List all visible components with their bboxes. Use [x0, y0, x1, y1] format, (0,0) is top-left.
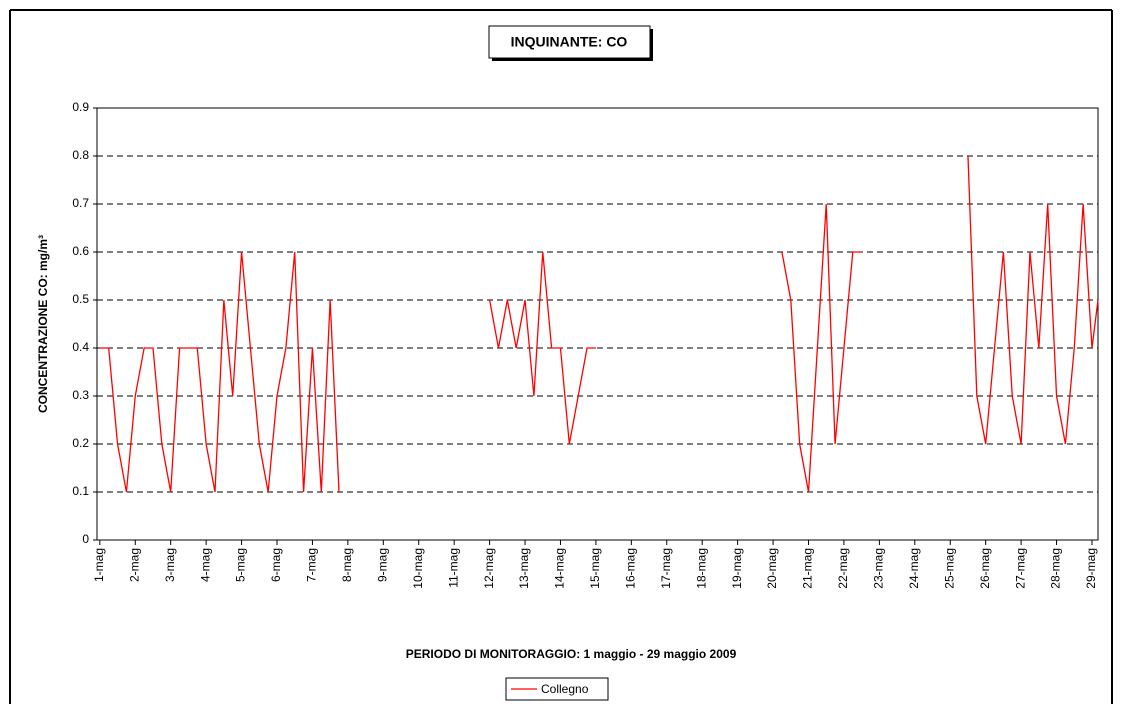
- x-tick-label: 10-mag: [411, 548, 425, 589]
- chart-title: INQUINANTE: CO: [511, 34, 628, 50]
- x-tick-label: 3-mag: [163, 548, 177, 582]
- x-tick-label: 15-mag: [588, 548, 602, 589]
- y-tick-label: 0.9: [72, 100, 89, 114]
- x-tick-label: 6-mag: [269, 548, 283, 582]
- x-tick-label: 13-mag: [517, 548, 531, 589]
- title-box: [488, 25, 651, 59]
- y-tick-label: 0.2: [72, 436, 89, 450]
- y-tick-label: 0.1: [72, 484, 89, 498]
- x-tick-label: 2-mag: [127, 548, 141, 582]
- x-axis-label: PERIODO DI MONITORAGGIO: 1 maggio - 29 m…: [406, 647, 737, 661]
- legend-box: [505, 677, 609, 701]
- x-tick-label: 19-mag: [730, 548, 744, 589]
- y-tick-label: 0.6: [72, 244, 89, 258]
- y-tick-label: 0.7: [72, 196, 89, 210]
- x-tick-label: 22-mag: [836, 548, 850, 589]
- x-tick-label: 9-mag: [375, 548, 389, 582]
- x-tick-label: 18-mag: [694, 548, 708, 589]
- x-tick-label: 21-mag: [801, 548, 815, 589]
- x-tick-label: 17-mag: [659, 548, 673, 589]
- x-tick-label: 29-mag: [1084, 548, 1098, 589]
- y-tick-label: 0: [82, 532, 89, 546]
- x-tick-label: 28-mag: [1049, 548, 1063, 589]
- x-tick-label: 25-mag: [942, 548, 956, 589]
- y-tick-label: 0.4: [72, 340, 89, 354]
- y-axis-label: CONCENTRAZIONE CO: mg/m³: [36, 235, 50, 413]
- x-tick-label: 7-mag: [305, 548, 319, 582]
- x-tick-label: 14-mag: [553, 548, 567, 589]
- x-tick-label: 16-mag: [624, 548, 638, 589]
- x-tick-label: 23-mag: [872, 548, 886, 589]
- series-line: [99, 155, 1099, 493]
- x-tick-label: 11-mag: [446, 548, 460, 588]
- x-tick-label: 1-mag: [92, 548, 106, 582]
- y-tick-label: 0.8: [72, 148, 89, 162]
- x-tick-label: 26-mag: [978, 548, 992, 589]
- x-tick-label: 5-mag: [234, 548, 248, 582]
- plot-border: [96, 107, 1099, 541]
- x-tick-label: 8-mag: [340, 548, 354, 582]
- y-tick-label: 0.3: [72, 388, 89, 402]
- y-tick-label: 0.5: [72, 292, 89, 306]
- x-tick-label: 4-mag: [198, 548, 212, 582]
- x-tick-label: 27-mag: [1013, 548, 1027, 589]
- x-tick-label: 20-mag: [765, 548, 779, 589]
- legend-label: Collegno: [541, 682, 589, 696]
- x-tick-label: 12-mag: [482, 548, 496, 589]
- x-tick-label: 24-mag: [907, 548, 921, 589]
